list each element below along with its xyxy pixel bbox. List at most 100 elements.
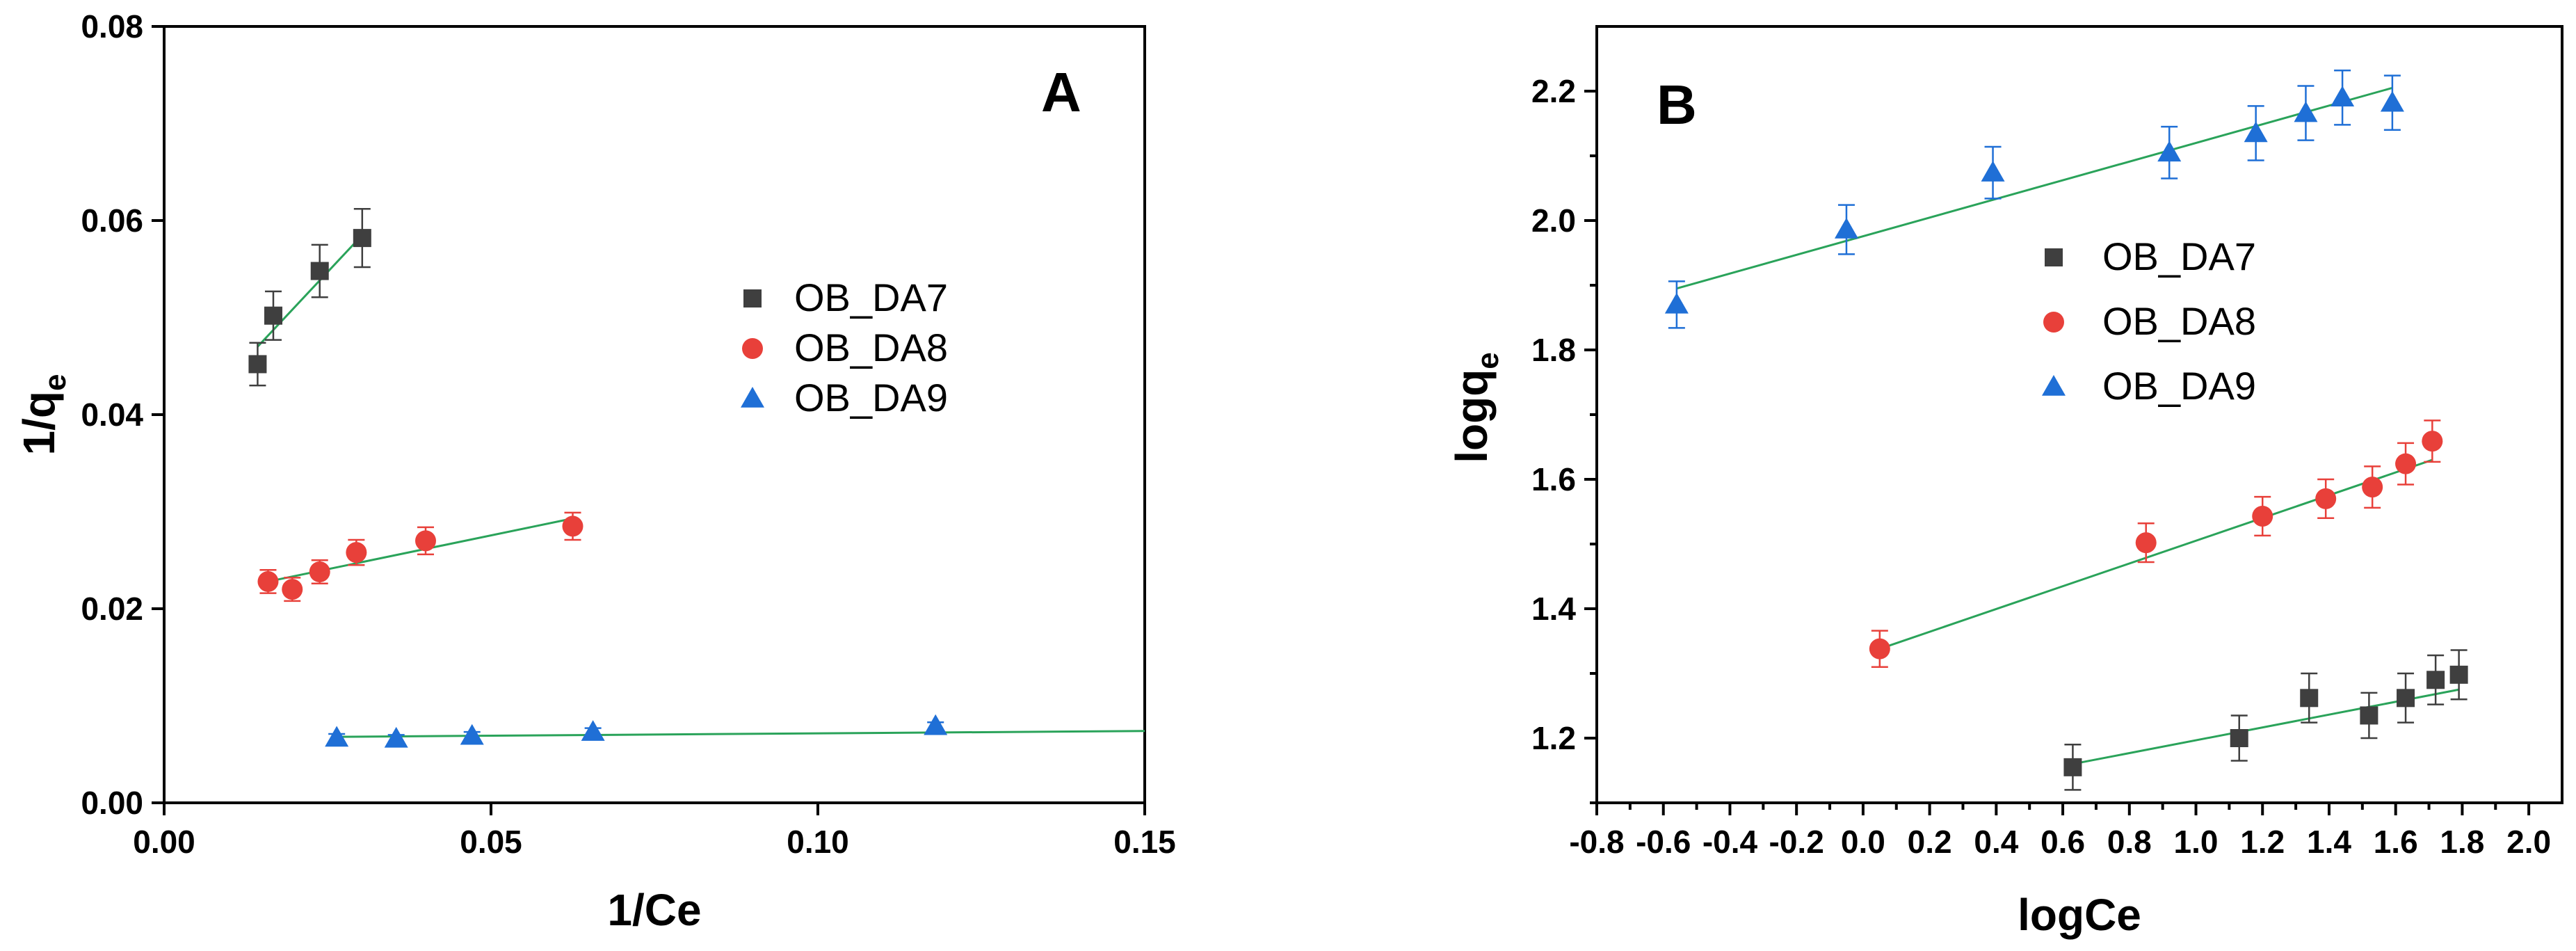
x-tick-label: 0.6 xyxy=(2040,824,2085,860)
data-point-ob_da7 xyxy=(2063,758,2082,776)
panel-b-ticks: -0.8 -0.6 -0.4 -0.2 0.0 0.2 0.4 0.6 0.8 1.0 1.2 1.4… xyxy=(1531,73,2551,860)
data-point-ob_da8 xyxy=(2315,488,2337,509)
x-tick-label: 0.4 xyxy=(1974,824,2018,860)
data-point-ob_da7 xyxy=(2449,665,2468,684)
panel-a-y-axis-title-main: 1/q xyxy=(14,391,64,455)
data-point-ob_da9 xyxy=(2294,101,2318,122)
legend-marker-ob_da8 xyxy=(2043,312,2064,333)
data-point-ob_da7 xyxy=(248,355,267,374)
data-point-ob_da9 xyxy=(2157,141,2182,162)
panel-a-legend: OB_DA7 OB_DA8 OB_DA9 xyxy=(741,275,948,419)
panel-b-y-axis-title-main: logq xyxy=(1447,369,1497,463)
x-tick-label: -0.6 xyxy=(1636,824,1691,860)
data-point-ob_da9 xyxy=(581,720,605,741)
data-point-ob_da9 xyxy=(1981,161,2005,182)
legend-label-ob_da9: OB_DA9 xyxy=(794,376,948,419)
y-tick-label: 1.8 xyxy=(1531,332,1576,368)
data-point-ob_da9 xyxy=(2380,90,2404,112)
y-tick-label: 1.2 xyxy=(1531,720,1576,756)
legend-label-ob_da8: OB_DA8 xyxy=(2102,299,2256,343)
x-tick-label: 0.15 xyxy=(1113,824,1176,860)
data-point-ob_da7 xyxy=(310,262,329,280)
panel-b-label: B xyxy=(1657,74,1697,136)
x-tick-label: 1.6 xyxy=(2374,824,2418,860)
panel-a-data-points xyxy=(248,208,948,748)
y-tick-label: 0.08 xyxy=(81,8,143,45)
data-point-ob_da8 xyxy=(1869,638,1890,660)
y-tick-label: 1.6 xyxy=(1531,461,1576,497)
data-point-ob_da7 xyxy=(2426,671,2445,689)
x-tick-label: 1.0 xyxy=(2174,824,2219,860)
y-tick-label: 2.2 xyxy=(1531,73,1576,109)
data-point-ob_da9 xyxy=(2244,121,2268,143)
x-tick-label: 0.8 xyxy=(2107,824,2152,860)
data-point-ob_da7 xyxy=(353,229,371,248)
y-tick-label: 2.0 xyxy=(1531,202,1576,239)
data-point-ob_da7 xyxy=(2300,689,2319,708)
panel-b-axes-frame xyxy=(1595,25,2563,804)
data-point-ob_da9 xyxy=(1834,218,1858,239)
legend-marker-ob_da7 xyxy=(743,289,762,307)
x-tick-label: 2.0 xyxy=(2506,824,2551,860)
panel-b-x-axis-title: logCe xyxy=(2018,890,2141,940)
x-tick-label: -0.8 xyxy=(1569,824,1624,860)
data-point-ob_da9 xyxy=(460,724,484,745)
panel-b-fit-lines xyxy=(1676,86,2459,765)
panel-a-y-axis-title: 1/qe xyxy=(14,374,72,456)
fit-line-ob_da7 xyxy=(257,234,363,348)
legend-marker-ob_da7 xyxy=(2045,248,2063,266)
data-point-ob_da8 xyxy=(309,561,330,582)
x-tick-label: 0.10 xyxy=(787,824,849,860)
x-tick-label: 1.2 xyxy=(2240,824,2285,860)
fit-line-ob_da9 xyxy=(337,730,1145,738)
data-point-ob_da9 xyxy=(384,726,408,748)
panel-a-fit-lines xyxy=(257,234,1145,738)
x-tick-label: 0.2 xyxy=(1908,824,1952,860)
data-point-ob_da8 xyxy=(257,570,279,592)
legend-label-ob_da8: OB_DA8 xyxy=(794,326,948,369)
data-point-ob_da7 xyxy=(2360,706,2378,725)
data-point-ob_da8 xyxy=(2395,453,2417,474)
data-point-ob_da7 xyxy=(264,306,282,325)
panel-b-data-points xyxy=(1664,69,2468,791)
data-point-ob_da9 xyxy=(2331,86,2355,107)
x-tick-label: 1.4 xyxy=(2307,824,2351,860)
data-point-ob_da9 xyxy=(924,714,948,735)
x-tick-label: 0.0 xyxy=(1841,824,1885,860)
x-tick-label: 1.8 xyxy=(2440,824,2484,860)
panel-b-y-axis-title-subscript: e xyxy=(1471,352,1505,369)
panel-a-axes-frame xyxy=(163,25,1146,804)
data-point-ob_da8 xyxy=(2362,477,2383,498)
y-tick-label: 0.04 xyxy=(81,397,143,433)
y-tick-label: 0.00 xyxy=(81,785,143,821)
fit-line-ob_da8 xyxy=(1879,458,2433,650)
legend-label-ob_da9: OB_DA9 xyxy=(2102,364,2256,408)
panel-b-chart: -0.8 -0.6 -0.4 -0.2 0.0 0.2 0.4 0.6 0.8 1.0 1.2 1.4… xyxy=(1447,25,2563,940)
y-tick-label: 0.06 xyxy=(81,202,143,239)
data-point-ob_da7 xyxy=(2230,729,2248,747)
data-point-ob_da8 xyxy=(562,516,583,537)
data-point-ob_da9 xyxy=(1664,292,1689,314)
fit-line-ob_da7 xyxy=(2072,688,2459,765)
x-tick-label: 0.05 xyxy=(460,824,522,860)
panel-a-ticks: 0.00 0.05 0.10 0.15 0.00 0.02 0.04 0.06 0.08 xyxy=(81,8,1175,860)
panel-a-label: A xyxy=(1041,61,1081,123)
legend-marker-ob_da9 xyxy=(2042,375,2066,396)
data-point-ob_da9 xyxy=(325,726,349,747)
panel-a-y-axis-title-subscript: e xyxy=(38,374,72,391)
data-point-ob_da8 xyxy=(415,530,436,552)
fit-line-ob_da9 xyxy=(1676,86,2393,290)
data-point-ob_da8 xyxy=(2422,431,2443,452)
data-point-ob_da8 xyxy=(2135,532,2157,554)
panel-b-y-axis-title: logqe xyxy=(1447,352,1505,463)
data-point-ob_da8 xyxy=(282,579,303,600)
legend-label-ob_da7: OB_DA7 xyxy=(794,275,948,319)
panel-a-chart: 0.00 0.05 0.10 0.15 0.00 0.02 0.04 0.06 0.08 A 1… xyxy=(14,8,1176,935)
legend-marker-ob_da9 xyxy=(741,387,764,408)
data-point-ob_da8 xyxy=(2252,506,2273,527)
data-point-ob_da8 xyxy=(346,542,367,564)
legend-label-ob_da7: OB_DA7 xyxy=(2102,234,2256,278)
x-tick-label: -0.2 xyxy=(1769,824,1824,860)
data-point-ob_da7 xyxy=(2397,689,2415,708)
